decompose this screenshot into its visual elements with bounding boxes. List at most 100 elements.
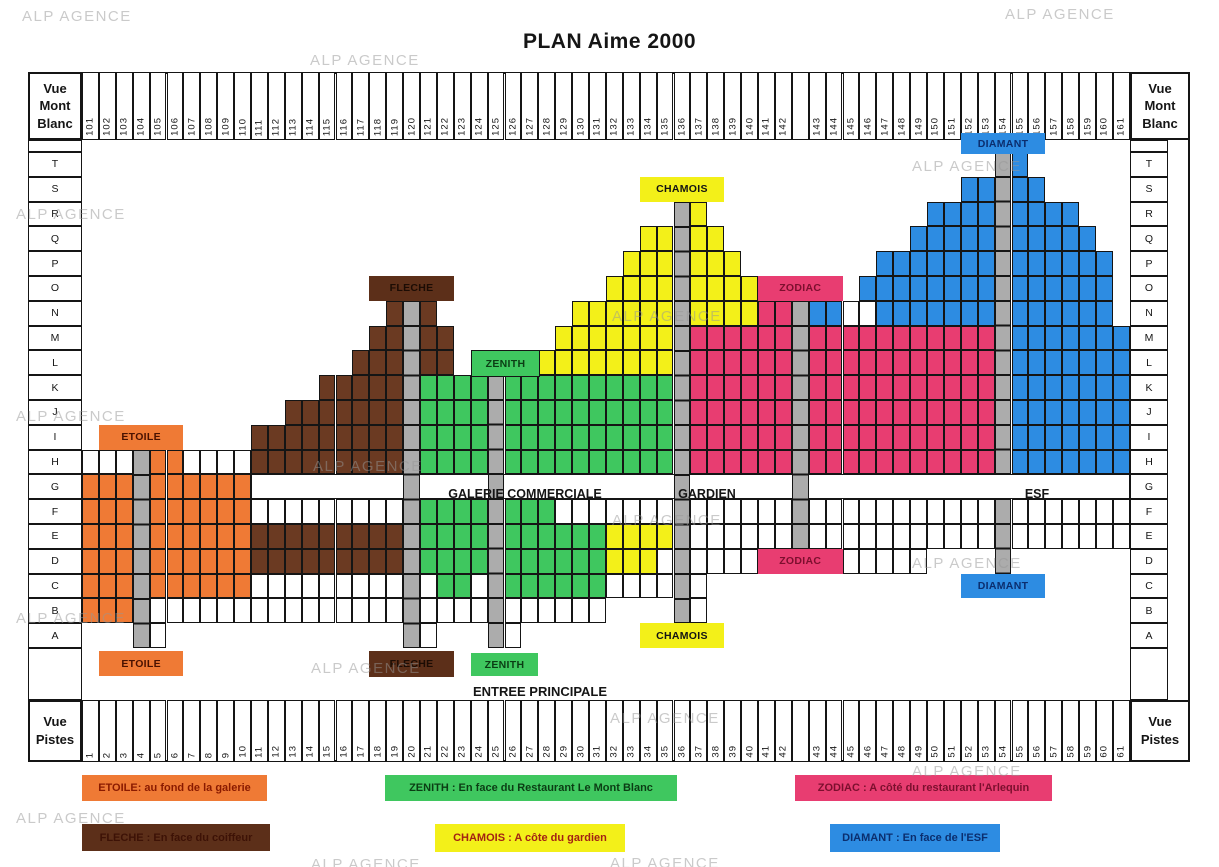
cell-brown: [369, 400, 387, 425]
cell-green: [420, 375, 437, 400]
cell-pink: [910, 325, 927, 351]
row-label-right-D: D: [1130, 548, 1168, 574]
bottom-apartment-number-11: 11: [251, 700, 268, 762]
header-line: Blanc: [37, 115, 73, 131]
cell-white: [758, 499, 775, 524]
cell-green: [470, 400, 488, 425]
cell-green: [420, 424, 437, 450]
row-label-left-H: H: [28, 449, 82, 475]
cell-pink: [758, 375, 775, 400]
cell-brown: [352, 548, 370, 574]
cell-brown: [369, 449, 387, 475]
cell-pink: [876, 400, 894, 425]
cell-white: [335, 499, 353, 524]
cell-white: [656, 499, 674, 524]
cell-blue: [927, 226, 944, 252]
cell-green: [504, 375, 522, 400]
cell-blue: [1028, 276, 1046, 301]
cell-blue: [1096, 449, 1113, 475]
cell-green: [504, 400, 522, 425]
cell-orange: [98, 548, 116, 574]
cell-pink: [758, 325, 775, 351]
cell-white: [521, 598, 539, 624]
cell-white: [1062, 524, 1080, 549]
legend-zenith: ZENITH : En face du Restaurant Le Mont B…: [385, 775, 677, 801]
cell-pink: [910, 424, 927, 450]
cell-blue: [1112, 449, 1130, 475]
cell-yellow: [605, 350, 623, 376]
bottom-apartment-number-3: 3: [115, 700, 133, 762]
cell-white: [318, 598, 336, 624]
cell-white: [690, 598, 708, 624]
cell-yellow: [639, 325, 657, 351]
cell-blue: [1028, 251, 1046, 276]
cell-blue: [1045, 350, 1063, 376]
top-apartment-number-142: 142: [774, 72, 792, 140]
cell-green: [589, 548, 606, 574]
cell-green: [656, 400, 674, 425]
cell-pink: [943, 424, 961, 450]
cell-green: [521, 424, 539, 450]
cell-blue: [1011, 201, 1029, 227]
cell-blue: [1045, 400, 1063, 425]
cell-blue: [910, 226, 927, 252]
cell-pink: [977, 375, 995, 400]
cell-orange: [217, 573, 235, 599]
cell-pink: [774, 400, 792, 425]
top-apartment-number-107: 107: [183, 72, 201, 140]
top-apartment-number-117: 117: [352, 72, 370, 140]
cell-green: [538, 524, 556, 549]
cell-orange: [166, 499, 184, 524]
cell-white: [1011, 524, 1029, 549]
cell-brown: [267, 449, 285, 475]
row-label-right-R: R: [1130, 201, 1168, 227]
cell-orange: [166, 524, 184, 549]
cell-brown: [301, 548, 319, 574]
cell-yellow: [639, 226, 657, 252]
cell-white: [690, 548, 708, 574]
row-label-right-T: T: [1130, 152, 1168, 177]
row-label-left-A: A: [28, 623, 82, 648]
cell-orange: [149, 449, 167, 475]
cell-pink: [825, 350, 843, 376]
cell-orange: [200, 573, 218, 599]
top-apartment-number-131: 131: [589, 72, 606, 140]
watermark-alp-agence-2: ALP AGENCE: [1005, 6, 1115, 23]
cell-white: [267, 573, 285, 599]
cell-white: [605, 573, 623, 599]
cell-white: [724, 524, 742, 549]
cell-orange: [115, 548, 133, 574]
legend-fleche: FLECHE : En face du coiffeur: [82, 824, 270, 851]
cell-blue: [910, 276, 927, 301]
top-apartment-number-103: 103: [115, 72, 133, 140]
zenith-shaft: [487, 375, 505, 648]
cell-orange: [234, 524, 251, 549]
fleche-shaft: [403, 300, 420, 648]
cell-blue: [1028, 350, 1046, 376]
cell-green: [453, 375, 471, 400]
cell-blue: [960, 201, 978, 227]
banner-zodiac-top: ZODIAC: [758, 276, 843, 301]
bottom-apartment-number-44: 44: [825, 700, 843, 762]
cell-blue: [893, 276, 911, 301]
cell-pink: [825, 400, 843, 425]
cell-white: [741, 524, 758, 549]
bottom-apartment-number-22: 22: [436, 700, 454, 762]
cell-orange: [98, 598, 116, 624]
cell-white: [960, 499, 978, 524]
cell-yellow: [605, 524, 623, 549]
row-label-right-H: H: [1130, 449, 1168, 475]
watermark-alp-agence-1: ALP AGENCE: [310, 52, 420, 69]
top-apartment-number-151: 151: [943, 72, 961, 140]
cell-brown: [251, 524, 268, 549]
cell-blue: [943, 276, 961, 301]
top-apartment-number-130: 130: [572, 72, 589, 140]
legend-etoile: ETOILE: au fond de la galerie: [82, 775, 267, 801]
cell-white: [1028, 524, 1046, 549]
bottom-apartment-number-27: 27: [521, 700, 539, 762]
cell-pink: [808, 449, 826, 475]
cell-white: [1079, 499, 1096, 524]
vue-pistes-header-left: Vue Pistes: [28, 700, 82, 762]
cell-blue: [1028, 226, 1046, 252]
cell-green: [470, 548, 488, 574]
